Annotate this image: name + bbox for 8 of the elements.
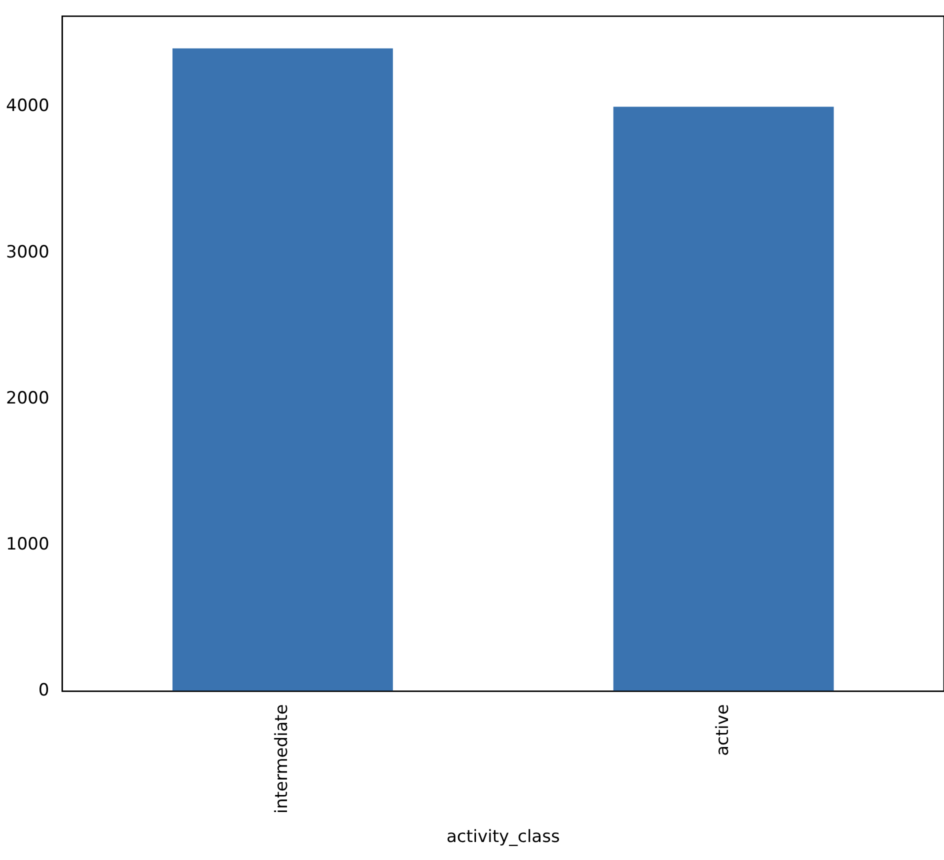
y-tick-label: 1000 bbox=[6, 534, 50, 555]
x-tick-label: intermediate bbox=[272, 704, 292, 814]
y-tick-label: 3000 bbox=[6, 242, 50, 262]
y-tick-label: 0 bbox=[38, 680, 50, 701]
x-tick-label: active bbox=[712, 704, 733, 756]
y-tick-label: 2000 bbox=[6, 388, 50, 408]
y-tick-label: 4000 bbox=[6, 96, 50, 116]
x-axis-title: activity_class bbox=[446, 827, 560, 848]
